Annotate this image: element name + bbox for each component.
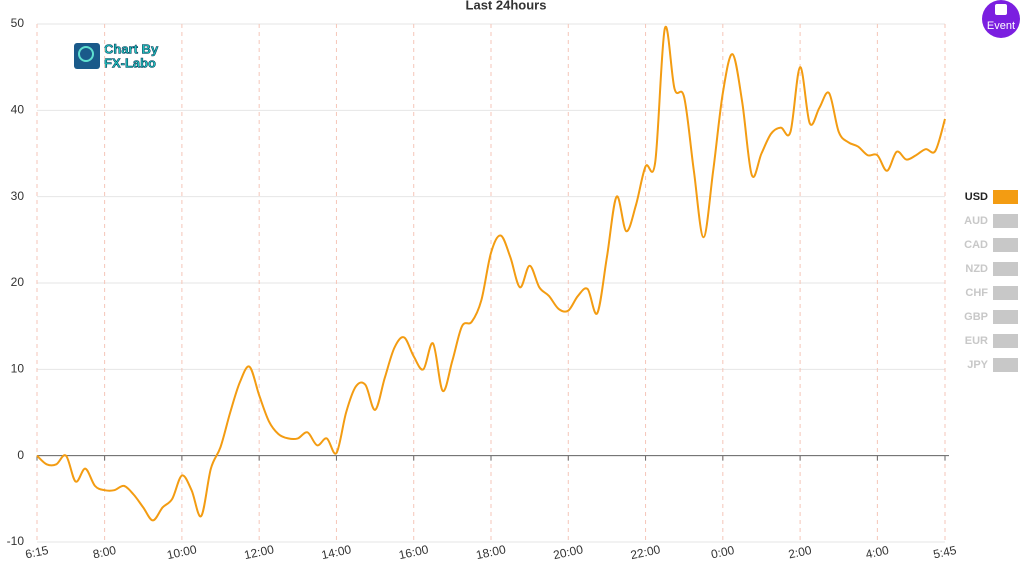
event-icon <box>995 4 1007 15</box>
logo-text: Chart By <box>104 41 159 56</box>
x-tick-label: 14:00 <box>320 542 353 562</box>
y-tick-label: 40 <box>11 103 25 117</box>
legend-swatch[interactable] <box>993 190 1018 204</box>
legend-label[interactable]: USD <box>965 191 988 203</box>
x-tick-label: 8:00 <box>92 543 118 562</box>
legend-swatch[interactable] <box>993 310 1018 324</box>
y-tick-label: 20 <box>11 275 25 289</box>
legend-swatch[interactable] <box>993 238 1018 252</box>
y-tick-label: -10 <box>7 534 25 548</box>
x-tick-label: 6:15 <box>24 543 50 562</box>
legend-label[interactable]: GBP <box>964 311 988 323</box>
legend-label[interactable]: AUD <box>964 215 988 227</box>
x-tick-label: 2:00 <box>787 543 813 562</box>
logo-lens <box>78 46 94 62</box>
x-tick-label: 22:00 <box>629 542 662 562</box>
x-tick-label: 16:00 <box>397 542 430 562</box>
x-tick-label: 5:45 <box>932 543 958 562</box>
logo: Chart By FX-Labo <box>74 41 159 71</box>
y-tick-label: 0 <box>17 448 24 462</box>
event-circle[interactable] <box>982 0 1020 38</box>
legend-label[interactable]: NZD <box>965 263 988 275</box>
y-tick-label: 10 <box>11 362 25 376</box>
chart-title: Last 24hours <box>466 0 547 12</box>
x-tick-label: 10:00 <box>166 542 199 562</box>
x-tick-label: 0:00 <box>710 543 736 562</box>
logo-text: FX-Labo <box>104 55 156 70</box>
legend-label[interactable]: JPY <box>967 359 988 371</box>
event-label[interactable]: Event <box>987 20 1015 32</box>
x-tick-label: 12:00 <box>243 542 276 562</box>
legend-swatch[interactable] <box>993 334 1018 348</box>
y-tick-label: 50 <box>11 16 25 30</box>
legend-label[interactable]: EUR <box>965 335 988 347</box>
legend-swatch[interactable] <box>993 262 1018 276</box>
x-tick-label: 18:00 <box>475 542 508 562</box>
x-tick-label: 4:00 <box>864 543 890 562</box>
legend-label[interactable]: CHF <box>965 287 988 299</box>
series-line <box>36 25 946 522</box>
x-tick-label: 20:00 <box>552 542 585 562</box>
legend-swatch[interactable] <box>993 286 1018 300</box>
legend-swatch[interactable] <box>993 358 1018 372</box>
event-button[interactable]: Event <box>982 0 1020 38</box>
y-tick-label: 30 <box>11 189 25 203</box>
legend-swatch[interactable] <box>993 214 1018 228</box>
legend-label[interactable]: CAD <box>964 239 988 251</box>
